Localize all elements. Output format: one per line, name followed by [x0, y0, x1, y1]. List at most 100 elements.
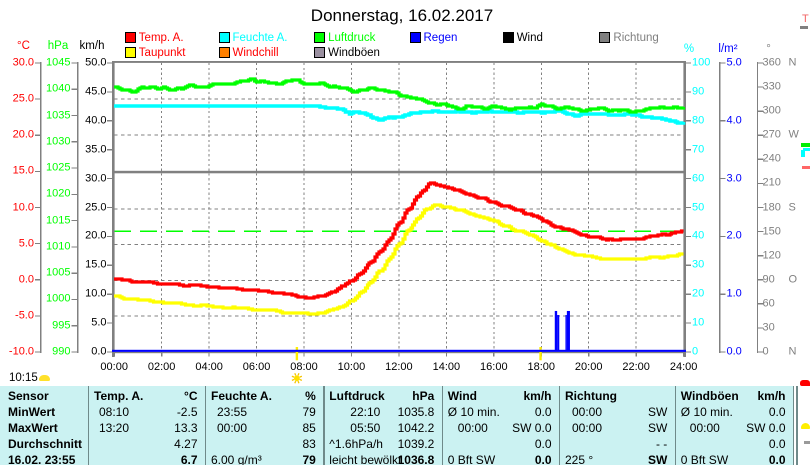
ticklabel-hPa: 1040	[46, 82, 71, 95]
table-col-header: Temp. A.	[94, 389, 144, 403]
ticklabel-°C: -10.0	[8, 345, 34, 358]
x-axis-label: 08:00	[290, 361, 318, 373]
ticklabel-°C: 30.0	[12, 56, 34, 69]
legend-swatch-windchill	[218, 47, 230, 58]
table-cell-right: 0.0	[768, 453, 786, 465]
axis-header-x: °	[766, 43, 771, 55]
table-row-label: MaxWert	[8, 421, 58, 435]
ticklabel-direction-letter: N	[788, 345, 797, 358]
ticklabel-direction: 210	[762, 176, 781, 189]
legend-label: Luftdruck	[328, 31, 376, 44]
ticklabel-percent: 80	[692, 114, 705, 127]
table-separator	[323, 386, 325, 465]
series-feuchte-a-	[114, 104, 686, 125]
plot-border-right	[683, 61, 686, 357]
table-cell-right: -2.5	[176, 405, 198, 419]
ticklabel-percent: 50	[692, 201, 705, 213]
x-axis-label: 10:00	[337, 361, 366, 373]
table-separator	[205, 386, 207, 465]
ticklabel-lm2: 5.0	[726, 56, 742, 69]
ticklabel-km/h: 35.0	[85, 143, 107, 156]
legend-swatch-luftdruck	[314, 32, 326, 43]
page-title: Donnerstag, 16.02.2017	[310, 6, 494, 25]
series-taupunkt	[114, 203, 684, 316]
sun-partly-icon	[39, 375, 50, 381]
table-col-unit: km/h	[757, 389, 786, 403]
clipped-humidity-curve-b	[801, 150, 805, 157]
ticklabel-hPa: 995	[52, 319, 71, 332]
table-cell-left: 08:10	[99, 405, 130, 419]
ticklabel-percent: 70	[692, 143, 705, 156]
table-cell-right: 79	[302, 453, 316, 465]
x-axis-label: 24:00	[669, 361, 698, 373]
legend-label: Windchill	[232, 46, 279, 59]
table-col-header: Feuchte A.	[211, 389, 272, 403]
ticklabel-direction-letter: W	[788, 128, 799, 141]
table-cell-right: - -	[655, 437, 668, 451]
ticklabel-km/h: 10.0	[85, 287, 107, 300]
ticklabel-hPa: 1020	[46, 187, 71, 200]
axis-header-hPa: hPa	[47, 39, 69, 52]
table-cell-right: 1039.2	[397, 437, 435, 451]
sunset-marker	[539, 347, 542, 361]
ticklabel-percent: 40	[692, 229, 705, 242]
ticklabel-km/h: 25.0	[85, 201, 107, 213]
legend-label: Temp. A.	[138, 31, 184, 44]
ticklabel-hPa: 990	[52, 345, 71, 358]
table-separator	[88, 386, 90, 465]
ticklabel-direction-letter: N	[788, 56, 797, 69]
ticklabel-hPa: 1015	[46, 214, 71, 227]
table-separator	[559, 386, 561, 465]
legend-label: Feuchte A.	[232, 31, 288, 44]
table-cell-left: 05:50	[350, 421, 381, 435]
ticklabel-percent: 100	[692, 56, 711, 69]
table-cell-right: 1042.2	[397, 421, 435, 435]
ticklabel-km/h: 50.0	[85, 56, 107, 69]
ticklabel-hPa: 1035	[46, 109, 71, 122]
table-separator	[674, 386, 677, 465]
table-cell-left: 00:00	[572, 421, 603, 435]
x-axis-label: 16:00	[480, 361, 508, 373]
ticklabel-percent: 30	[692, 258, 705, 271]
legend-swatch-taupunkt	[124, 47, 136, 58]
legend-swatch-temp-a-	[124, 32, 136, 43]
table-cell-left: ^1.6hPa/h	[329, 437, 383, 451]
ticklabel-hPa: 1045	[46, 56, 71, 69]
chart-generated-time: 10:15	[9, 372, 38, 384]
table-cell-right: 0.0	[534, 405, 552, 419]
ticklabel-hPa: 1010	[46, 240, 71, 253]
ticklabel-direction: 90	[762, 273, 775, 286]
ticklabel-percent: 20	[692, 287, 705, 300]
legend-swatch-richtung	[599, 32, 611, 43]
table-cell-right: SW 0.0	[512, 421, 552, 435]
table-cell-right: 0.0	[768, 405, 786, 419]
ticklabel-direction: 300	[762, 104, 781, 117]
x-axis-label: 18:00	[527, 361, 556, 373]
x-axis-rain-baseline	[112, 349, 686, 352]
series-temp-a-	[114, 181, 684, 300]
rain-bar	[557, 315, 560, 350]
table-cell-right: SW	[647, 405, 668, 419]
clipped-yellow-symbol	[801, 423, 810, 429]
clipped-pressure-curve	[801, 143, 810, 147]
table-cell-left: 225 °	[565, 453, 594, 465]
ticklabel-direction: 60	[762, 297, 775, 310]
clipped-dash-symbol	[804, 441, 810, 444]
table-cell-right: 4.27	[174, 437, 198, 451]
clipped-temp-curve	[802, 166, 810, 169]
ticklabel-direction: 240	[762, 152, 781, 165]
table-separator	[793, 386, 795, 465]
sunrise-sun-icon	[291, 373, 303, 384]
ticklabel-lm2: 4.0	[726, 114, 742, 127]
table-row-label: Sensor	[8, 389, 49, 403]
table-cell-left: Ø 10 min.	[680, 405, 733, 419]
table-cell-right: SW	[647, 421, 668, 435]
axis-header-xC: °C	[17, 39, 30, 52]
table-cell-left: 6.00 g/m³	[211, 453, 262, 465]
ticklabel-direction: 180	[762, 201, 781, 213]
ticklabel-direction-letter: S	[788, 201, 796, 213]
ticklabel-direction: 360	[762, 56, 781, 69]
clipped-temp-legend-label: T	[802, 13, 809, 25]
x-axis-label: 20:00	[574, 361, 603, 373]
